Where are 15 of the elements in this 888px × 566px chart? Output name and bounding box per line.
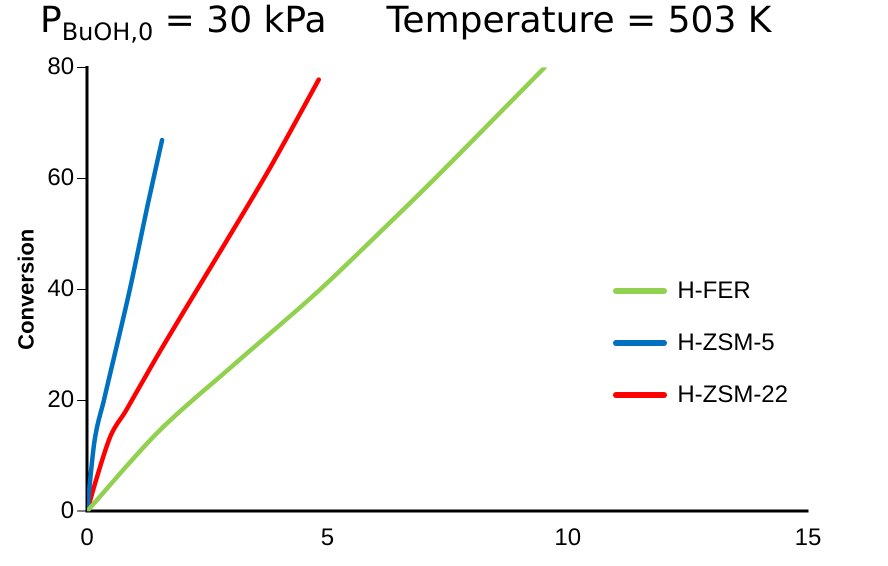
y-tick-label: 0: [60, 496, 74, 524]
y-tick-label: 20: [47, 386, 74, 413]
chart-subtitle: Temperature = 503 K: [386, 0, 772, 43]
legend-label: H-ZSM-5: [677, 328, 775, 358]
y-axis-title: Conversion: [13, 228, 38, 350]
x-tick-label: 10: [554, 524, 582, 552]
chart-title: P$_{BuOH,0}$ = 30 kPa: [40, 0, 327, 48]
legend-label: H-ZSM-22: [677, 380, 788, 410]
y-tick-label: 80: [47, 53, 74, 80]
x-tick-label: 15: [794, 524, 822, 552]
y-tick-label: 40: [47, 274, 74, 302]
legend-label: H-FER: [677, 276, 751, 306]
x-tick-label: 0: [80, 524, 94, 552]
y-tick-label: 60: [47, 164, 74, 191]
x-tick-label: 5: [320, 524, 334, 552]
